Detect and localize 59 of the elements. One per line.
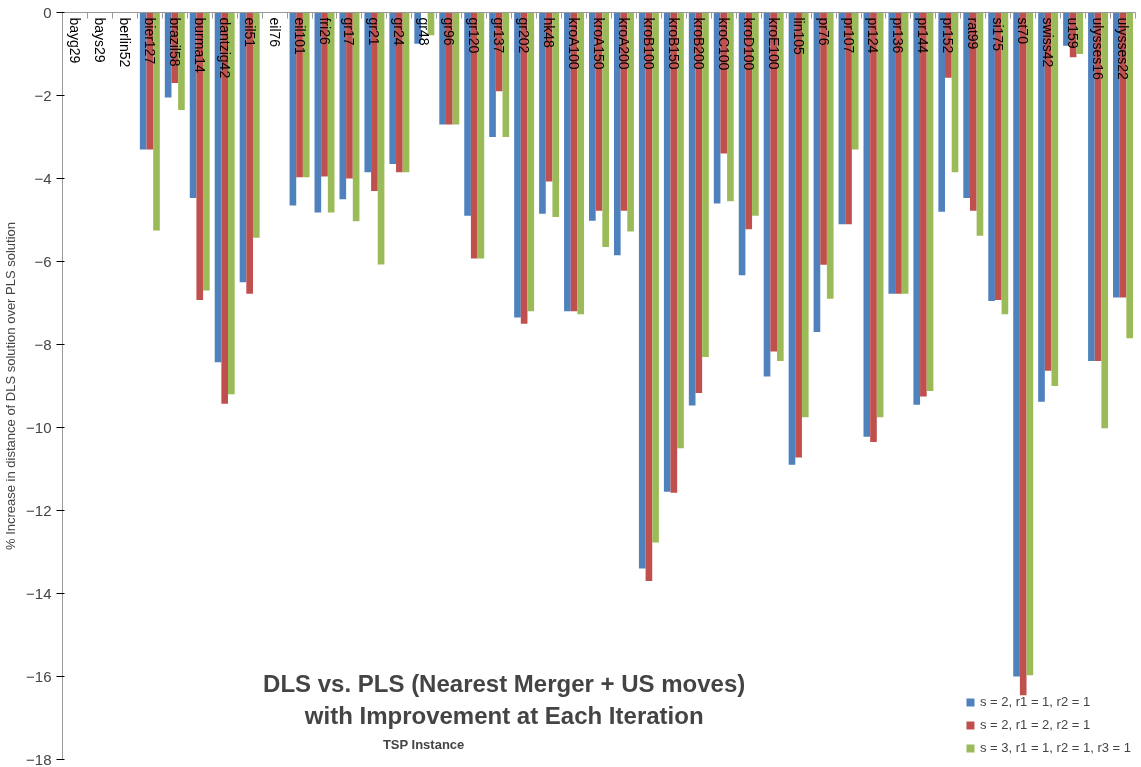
- x-tick-label: kroA100: [566, 17, 583, 70]
- x-tick-label: pr76: [815, 17, 832, 46]
- x-tick-label: gr137: [491, 17, 508, 54]
- x-tick-label: kroD100: [740, 17, 757, 71]
- x-tick-label: pr136: [890, 17, 907, 54]
- y-tick-label: −6: [34, 252, 52, 270]
- x-tick-label: pr152: [940, 17, 957, 54]
- x-tick-label: berlin52: [116, 17, 133, 68]
- y-tick-label: −2: [34, 86, 52, 104]
- x-tick-label: bayg29: [66, 17, 83, 64]
- x-tick-label: kroA150: [591, 17, 607, 70]
- x-tick-label: swiss42: [1040, 17, 1057, 68]
- x-tick-label: gr48: [416, 17, 433, 46]
- x-tick-label: kroE100: [765, 17, 782, 70]
- x-tick-label: burma14: [191, 17, 208, 73]
- x-tick-label: dantzig42: [216, 17, 233, 79]
- x-tick-label: fri26: [316, 17, 333, 45]
- x-tick-label: kroB200: [690, 17, 707, 70]
- legend-label: s = 2, r1 = 1, r2 = 1: [979, 694, 1091, 709]
- x-tick-label: si175: [990, 17, 1007, 52]
- x-tick-label: ulysses22: [1115, 17, 1132, 80]
- x-tick-label: kroB150: [665, 17, 682, 70]
- text: DLS vs. PLS (Nearest Merger + US moves) with Improvement at Each Iteration: [263, 670, 746, 730]
- y-tick-label: −12: [26, 501, 52, 519]
- y-axis-title: % Increase in distance of DLS solution over PLS solution: [3, 221, 19, 551]
- y-tick-label: −4: [34, 169, 52, 187]
- legend-label: s = 3, r1 = 1, r2 = 1, r3 = 1: [979, 740, 1131, 755]
- x-tick-label: ulysses16: [1090, 17, 1107, 80]
- x-tick-label: pr124: [865, 17, 882, 54]
- y-tick-label: −18: [26, 750, 52, 767]
- x-tick-label: eil51: [241, 17, 258, 48]
- x-tick-label: gr120: [466, 17, 483, 54]
- x-tick-label: kroA200: [615, 17, 632, 70]
- x-tick-label: kroC100: [715, 17, 732, 71]
- x-tick-label: st70: [1015, 17, 1032, 45]
- x-tick-label: gr96: [441, 17, 458, 46]
- x-tick-label: eil76: [266, 17, 283, 48]
- x-tick-label: lin105: [790, 17, 807, 56]
- y-tick-label: −14: [26, 584, 52, 602]
- x-tick-label: gr17: [341, 17, 358, 46]
- x-tick-label: gr21: [366, 17, 383, 46]
- x-tick-label: brazil58: [166, 17, 183, 67]
- x-tick-label: pr107: [840, 17, 857, 54]
- x-tick-label: eil101: [291, 17, 308, 56]
- x-axis-title: TSP Instance: [382, 737, 465, 753]
- y-tick-label: −8: [34, 335, 52, 353]
- x-tick-label: gr24: [391, 17, 408, 46]
- x-tick-label: bays29: [91, 17, 108, 63]
- y-tick-label: 0: [43, 3, 52, 21]
- x-tick-label: bier127: [141, 17, 158, 65]
- x-tick-label: pr144: [915, 17, 932, 54]
- x-tick-label: kroB100: [640, 17, 657, 70]
- y-tick-label: −10: [26, 418, 52, 436]
- x-tick-label: rat99: [965, 17, 982, 50]
- x-tick-label: gr202: [516, 17, 533, 54]
- legend-label: s = 2, r1 = 2, r2 = 1: [979, 717, 1091, 732]
- x-tick-label: u159: [1065, 17, 1082, 49]
- y-tick-label: −16: [26, 667, 52, 685]
- x-tick-label: hk48: [541, 17, 558, 49]
